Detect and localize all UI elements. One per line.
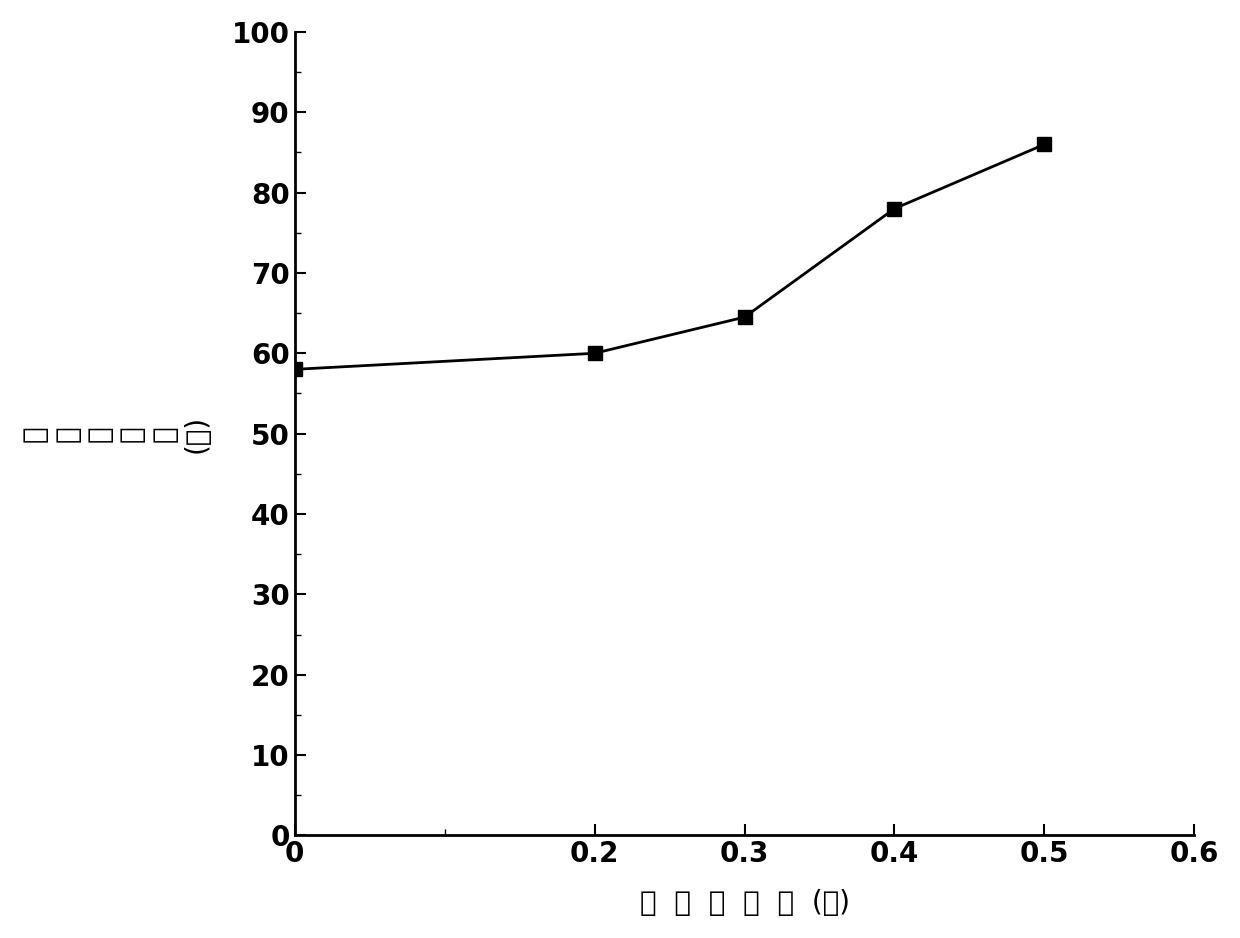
X-axis label: 阻  锈  剂  浓  度  (％): 阻 锈 剂 浓 度 (％) — [640, 889, 849, 917]
Y-axis label: 鈢
筋
际
锈
率
(％): 鈢 筋 际 锈 率 (％) — [21, 415, 211, 453]
